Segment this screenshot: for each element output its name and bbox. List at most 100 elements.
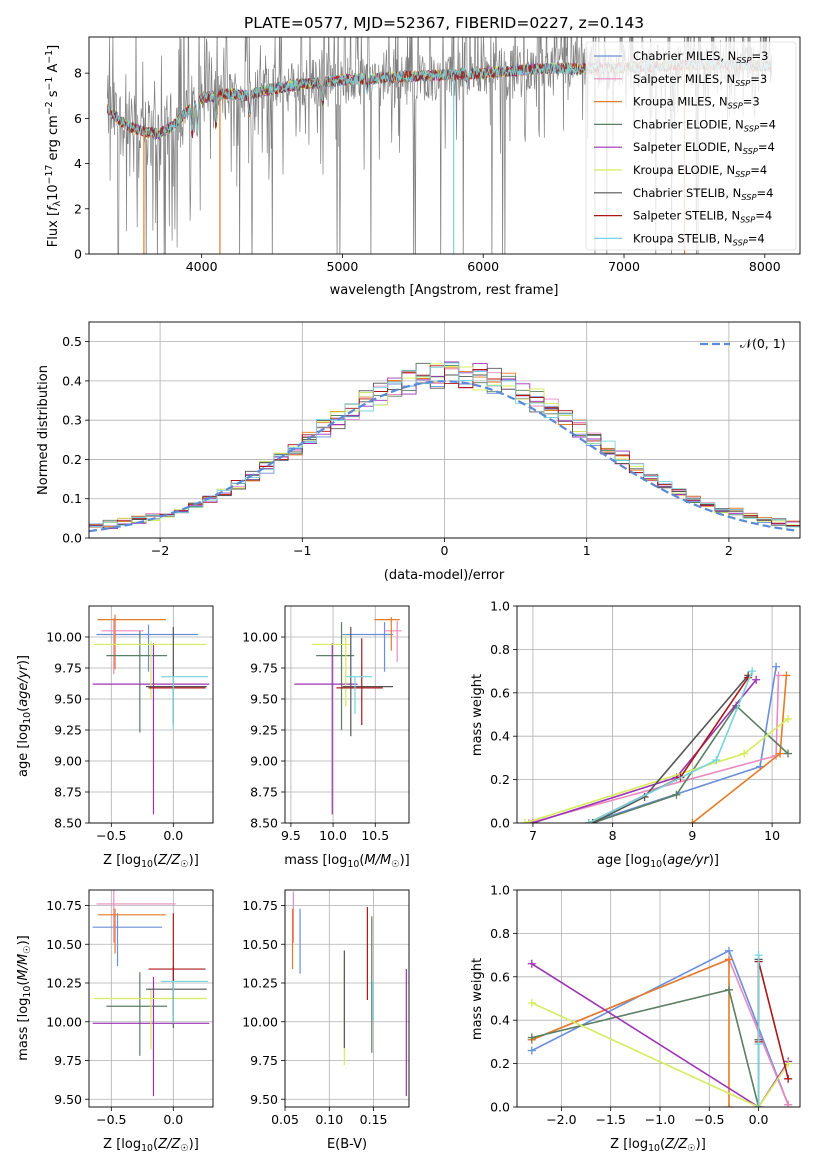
legend-label: Chabrier ELODIE, NSSP=4 bbox=[633, 117, 776, 133]
label-part: λ bbox=[52, 200, 63, 206]
label-part: )] bbox=[16, 655, 31, 665]
y-tick-label: 9.00 bbox=[54, 754, 82, 769]
legend-label: Salpeter ELODIE, NSSP=4 bbox=[633, 140, 775, 156]
legend-text: Kroupa ELODIE, N bbox=[633, 163, 735, 177]
y-tick-label: 10.50 bbox=[46, 937, 82, 952]
label-part: Z [log bbox=[103, 1137, 141, 1152]
x-axis-label: age [log10(age/yr)] bbox=[597, 853, 719, 870]
x-tick-label: 10 bbox=[764, 828, 780, 843]
y-tick-label: 10.75 bbox=[242, 898, 278, 913]
axes-frame bbox=[88, 605, 214, 824]
legend-frame bbox=[585, 41, 797, 251]
weight_vs_Z-axes: −2.0 −1.5 −1.0 −0.5 0.0 0.0 0.2 0.4 0.6 0.8 1.0 bbox=[490, 883, 801, 1127]
y-tick-label: 9.25 bbox=[250, 723, 278, 738]
legend-value: =4 bbox=[750, 163, 767, 177]
label-part: erg cm bbox=[46, 115, 61, 164]
y-tick-label: 10.00 bbox=[242, 1014, 278, 1029]
label-part: 10 bbox=[22, 986, 33, 998]
y-tick-label: 8.50 bbox=[54, 816, 82, 831]
mass_vs_ebv-plot-area bbox=[291, 891, 407, 1097]
legend-subscript: SSP bbox=[743, 146, 758, 156]
label-part: 10 bbox=[141, 859, 153, 870]
age_vs_Z-plot-area bbox=[92, 614, 210, 815]
y-tick-label: 8 bbox=[74, 66, 82, 81]
weight-marker-salpeter_miles bbox=[774, 671, 783, 680]
weight-marker-kroupa_stelib bbox=[748, 667, 757, 676]
label-part: age [log bbox=[16, 724, 31, 777]
mass_vs_Z-plot-area bbox=[92, 890, 210, 1097]
label-part: 10 bbox=[141, 1143, 153, 1154]
label-part: ☉ bbox=[180, 1143, 188, 1154]
label-part: 10 bbox=[347, 859, 359, 870]
weight-marker-kroupa_elodie bbox=[784, 1059, 793, 1068]
y-tick-label: 0.4 bbox=[62, 373, 82, 388]
x-tick-label: 0.05 bbox=[271, 1112, 299, 1127]
x-axis-label: Z [log10(Z/Z☉)] bbox=[103, 853, 199, 870]
label-part: 10 bbox=[648, 1143, 660, 1154]
y-tick-label: 0.4 bbox=[490, 729, 510, 744]
x-tick-label: 0.15 bbox=[360, 1112, 388, 1127]
x-tick-label: −0.5 bbox=[96, 828, 126, 843]
x-axis-label: mass [log10(M/M☉)] bbox=[284, 853, 410, 870]
y-tick-label: 10.75 bbox=[46, 898, 82, 913]
age_vs_Z-axes: −0.5 0.0 8.50 8.75 9.00 9.25 9.50 9.75 10.00 bbox=[46, 605, 214, 843]
y-axis-label: mass weight bbox=[470, 674, 485, 756]
label-part: −1 bbox=[44, 77, 55, 91]
weight-marker-kroupa_stelib bbox=[712, 756, 721, 765]
label-part: ( bbox=[359, 853, 364, 868]
legend-subscript: SSP bbox=[735, 78, 750, 88]
y-tick-label: 6 bbox=[74, 111, 82, 126]
y-axis-label: Flux [fλ10−17 erg cm−2 s−1 A−1] bbox=[44, 45, 63, 247]
label-part: ☉ bbox=[180, 859, 188, 870]
y-tick-label: 0.8 bbox=[490, 642, 510, 657]
weight-marker-kroupa_stelib bbox=[754, 951, 763, 960]
legend-subscript: SSP bbox=[736, 55, 751, 65]
label-part: )] bbox=[189, 1137, 199, 1152]
weight-marker-salpeter_miles bbox=[784, 1100, 793, 1107]
legend-label: Kroupa MILES, NSSP=3 bbox=[633, 95, 760, 111]
legend-subscript: SSP bbox=[733, 237, 748, 247]
legend-label: Kroupa ELODIE, NSSP=4 bbox=[633, 163, 767, 179]
weight-line-salpeter_elodie bbox=[532, 679, 757, 823]
weight_vs_Z-plot-area bbox=[527, 946, 793, 1107]
legend-value: =3 bbox=[750, 72, 767, 86]
weight-marker-chabrier_miles bbox=[527, 1046, 536, 1055]
label-part: )] bbox=[709, 853, 719, 868]
y-tick-label: 2 bbox=[74, 201, 82, 216]
y-tick-label: 10.00 bbox=[46, 1014, 82, 1029]
x-axis-label: Z [log10(Z/Z☉)] bbox=[610, 1137, 706, 1154]
y-tick-label: 9.00 bbox=[250, 754, 278, 769]
y-tick-label: 9.75 bbox=[54, 661, 82, 676]
x-tick-label: −0.5 bbox=[96, 1112, 126, 1127]
y-tick-label: 9.75 bbox=[250, 1053, 278, 1068]
y-tick-label: 9.50 bbox=[250, 1092, 278, 1107]
y-axis-label: mass [log10(M/M☉)] bbox=[16, 935, 33, 1061]
legend-subscript: SSP bbox=[744, 123, 759, 133]
weight-line-chabrier_elodie bbox=[592, 704, 789, 823]
legend-label: Salpeter MILES, NSSP=3 bbox=[633, 72, 767, 88]
y-tick-label: 10.25 bbox=[242, 976, 278, 991]
x-tick-label: 9.5 bbox=[281, 828, 301, 843]
weight-marker-kroupa_stelib bbox=[754, 1040, 763, 1049]
legend-value: =3 bbox=[743, 95, 760, 109]
y-tick-label: 1.0 bbox=[490, 883, 510, 898]
weight-marker-chabrier_elodie bbox=[784, 749, 793, 758]
legend-value: =4 bbox=[758, 140, 775, 154]
weight-marker-chabrier_elodie bbox=[725, 985, 734, 994]
label-part: −17 bbox=[44, 165, 55, 185]
weight-marker-chabrier_miles bbox=[772, 662, 781, 671]
residuals-axes: −2 −1 0 1 2 0.0 0.1 0.2 0.3 0.4 0.5 bbox=[62, 321, 801, 558]
y-axis-label: Normed distribution bbox=[36, 365, 51, 495]
weight_vs_age-plot-area bbox=[520, 662, 793, 823]
label-part: age/yr bbox=[667, 853, 710, 868]
legend-text: Salpeter STELIB, N bbox=[633, 209, 740, 223]
label-part: f bbox=[46, 204, 61, 211]
weight-marker-kroupa_miles bbox=[776, 749, 785, 758]
label-part: ☉ bbox=[22, 945, 33, 953]
label-part: 10 bbox=[22, 712, 33, 724]
legend-value: =4 bbox=[756, 186, 773, 200]
weight-marker-kroupa_elodie bbox=[527, 998, 536, 1007]
weight-marker-kroupa_miles bbox=[688, 819, 697, 823]
